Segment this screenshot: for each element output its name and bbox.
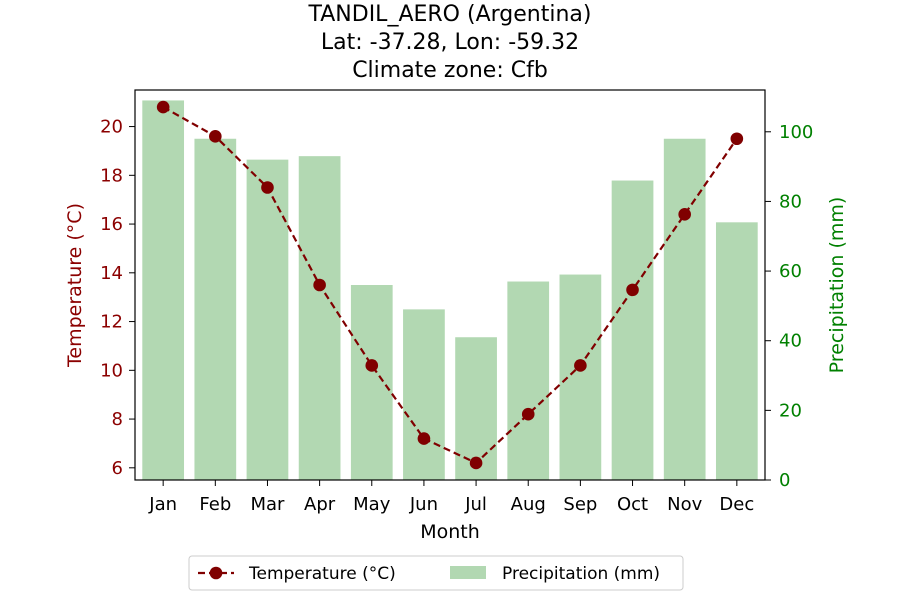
precipitation-bar bbox=[194, 138, 237, 480]
temperature-point bbox=[261, 181, 274, 194]
y-left-tick-label: 6 bbox=[112, 458, 123, 479]
x-tick-label: Jul bbox=[464, 494, 487, 515]
precipitation-bar bbox=[298, 156, 341, 481]
legend-box bbox=[188, 555, 684, 591]
y-left-tick-label: 12 bbox=[100, 312, 123, 333]
y-left-axis-label: Temperature (°C) bbox=[64, 203, 86, 368]
legend-temperature-marker bbox=[209, 566, 223, 580]
temperature-point bbox=[521, 407, 535, 421]
y-right-axis-label: Precipitation (mm) bbox=[826, 197, 848, 374]
x-tick-label: Feb bbox=[199, 494, 231, 515]
temperature-line-path bbox=[162, 106, 738, 465]
chart-title-line: TANDIL_AERO (Argentina) bbox=[308, 2, 592, 27]
temperature-point bbox=[365, 359, 379, 372]
precipitation-bars bbox=[142, 100, 758, 481]
precipitation-bar bbox=[559, 274, 602, 480]
precipitation-bar bbox=[246, 159, 289, 480]
y-left-tick-label: 16 bbox=[100, 214, 123, 235]
x-axis: Jan Feb Mar Apr May Jun Jul Aug Sep Oct Nov Dec Mont… bbox=[148, 480, 754, 543]
chart-title-line: Lat: -37.28, Lon: -59.32 bbox=[321, 30, 579, 55]
y-right-tick-label: 60 bbox=[779, 261, 802, 282]
x-tick-label: Aug bbox=[511, 494, 546, 515]
temperature-point bbox=[156, 100, 170, 114]
legend-temperature-label: Temperature (°C) bbox=[248, 564, 396, 584]
x-tick-label: May bbox=[353, 494, 391, 515]
y-left-tick-label: 20 bbox=[100, 117, 123, 138]
precipitation-bar bbox=[611, 180, 654, 481]
temperature-point bbox=[313, 278, 326, 292]
y-left-tick-label: 18 bbox=[100, 165, 123, 186]
precipitation-bar bbox=[403, 309, 445, 480]
y-right-tick-label: 20 bbox=[779, 400, 802, 421]
chart-title: TANDIL_AERO (Argentina) Lat: -37.28, Lon:… bbox=[308, 2, 592, 83]
x-tick-label: Apr bbox=[304, 494, 336, 515]
x-tick-label: Nov bbox=[667, 494, 702, 515]
precipitation-bar bbox=[507, 281, 550, 480]
chart-title-line: Climate zone: Cfb bbox=[352, 58, 548, 83]
x-tick-label: Dec bbox=[719, 494, 754, 515]
temperature-point bbox=[574, 359, 587, 372]
temperature-point bbox=[417, 432, 431, 445]
y-right-tick-label: 80 bbox=[779, 191, 802, 212]
precipitation-bar bbox=[663, 138, 706, 480]
x-tick-label: Mar bbox=[250, 494, 285, 515]
y-left-tick-label: 8 bbox=[112, 409, 123, 430]
y-axis-left: 6 8 10 12 14 16 18 20 Temperature (°C) bbox=[64, 117, 135, 479]
precipitation-bar bbox=[142, 100, 185, 481]
y-axis-right: 0 20 40 60 80 100 Precipitation (mm) bbox=[765, 122, 848, 491]
temperature-line bbox=[156, 100, 744, 470]
temperature-point bbox=[678, 208, 691, 221]
legend-precipitation-label: Precipitation (mm) bbox=[502, 564, 660, 584]
legend-precipitation-swatch bbox=[450, 566, 486, 579]
y-right-tick-label: 40 bbox=[779, 331, 802, 352]
temperature-point bbox=[626, 283, 639, 297]
precipitation-bar bbox=[715, 222, 758, 481]
temperature-point bbox=[469, 456, 483, 470]
y-right-tick-label: 0 bbox=[779, 470, 790, 491]
x-tick-label: Sep bbox=[563, 494, 597, 515]
x-axis-label: Month bbox=[420, 521, 480, 543]
plot-frame bbox=[134, 89, 766, 481]
x-tick-label: Jun bbox=[409, 494, 438, 515]
temperature-point bbox=[209, 130, 222, 143]
x-tick-label: Jan bbox=[148, 494, 177, 515]
temperature-point bbox=[730, 132, 744, 146]
precipitation-bar bbox=[455, 337, 497, 480]
y-right-tick-label: 100 bbox=[779, 122, 813, 143]
y-left-tick-label: 10 bbox=[100, 360, 123, 381]
precipitation-bar bbox=[350, 285, 393, 480]
legend: Temperature (°C) Precipitation (mm) bbox=[188, 555, 684, 591]
y-left-tick-label: 14 bbox=[100, 263, 123, 284]
x-tick-label: Oct bbox=[617, 494, 648, 515]
